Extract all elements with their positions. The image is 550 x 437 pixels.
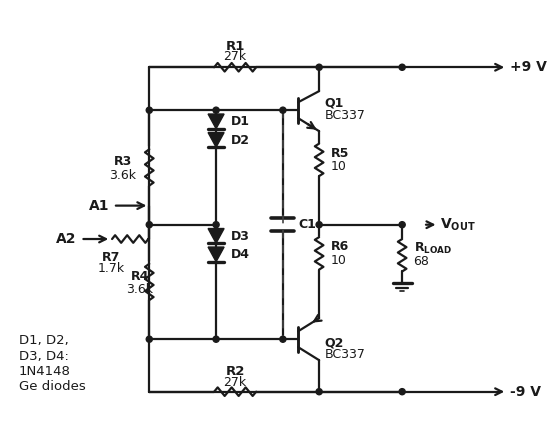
Circle shape <box>213 336 219 342</box>
Text: R$_{\mathregular{LOAD}}$: R$_{\mathregular{LOAD}}$ <box>414 241 452 256</box>
Circle shape <box>316 388 322 395</box>
Text: R3: R3 <box>113 155 131 168</box>
Text: D1: D1 <box>232 115 250 128</box>
Circle shape <box>280 107 286 113</box>
Text: 3.6k: 3.6k <box>109 169 136 182</box>
Circle shape <box>399 388 405 395</box>
Text: D4: D4 <box>232 248 250 261</box>
Text: +9 V: +9 V <box>510 60 547 74</box>
Circle shape <box>399 64 405 70</box>
Text: 10: 10 <box>331 160 346 173</box>
Text: 1.7k: 1.7k <box>97 262 125 275</box>
Text: BC337: BC337 <box>325 348 366 361</box>
Circle shape <box>280 336 286 342</box>
Text: 1N4148: 1N4148 <box>19 365 70 378</box>
Text: R6: R6 <box>331 240 349 253</box>
Circle shape <box>213 222 219 228</box>
Circle shape <box>146 336 152 342</box>
Text: C1: C1 <box>298 218 316 231</box>
Circle shape <box>316 222 322 228</box>
Polygon shape <box>208 229 224 243</box>
Polygon shape <box>208 132 224 147</box>
Text: 27k: 27k <box>224 50 247 63</box>
Text: D2: D2 <box>232 134 250 146</box>
Polygon shape <box>208 114 224 129</box>
Text: V$_{\mathregular{OUT}}$: V$_{\mathregular{OUT}}$ <box>441 216 476 233</box>
Text: D1, D2,: D1, D2, <box>19 334 68 347</box>
Text: R5: R5 <box>331 147 349 160</box>
Polygon shape <box>208 247 224 262</box>
Text: A2: A2 <box>56 232 77 246</box>
Text: D3: D3 <box>232 229 250 243</box>
Text: 68: 68 <box>414 255 430 268</box>
Text: Q1: Q1 <box>325 96 344 109</box>
Text: R1: R1 <box>226 40 245 53</box>
Text: -9 V: -9 V <box>510 385 541 399</box>
Circle shape <box>213 107 219 113</box>
Circle shape <box>316 64 322 70</box>
Text: A1: A1 <box>89 199 109 213</box>
Text: R2: R2 <box>226 365 245 378</box>
Text: R4: R4 <box>130 270 149 283</box>
Text: 27k: 27k <box>224 376 247 389</box>
Text: Q2: Q2 <box>325 336 344 350</box>
Circle shape <box>146 107 152 113</box>
Text: 3.6k: 3.6k <box>126 283 153 296</box>
Text: BC337: BC337 <box>325 109 366 122</box>
Text: R7: R7 <box>102 251 120 264</box>
Text: 10: 10 <box>331 253 346 267</box>
Text: D3, D4:: D3, D4: <box>19 350 68 363</box>
Text: Ge diodes: Ge diodes <box>19 380 85 393</box>
Circle shape <box>146 222 152 228</box>
Circle shape <box>399 222 405 228</box>
